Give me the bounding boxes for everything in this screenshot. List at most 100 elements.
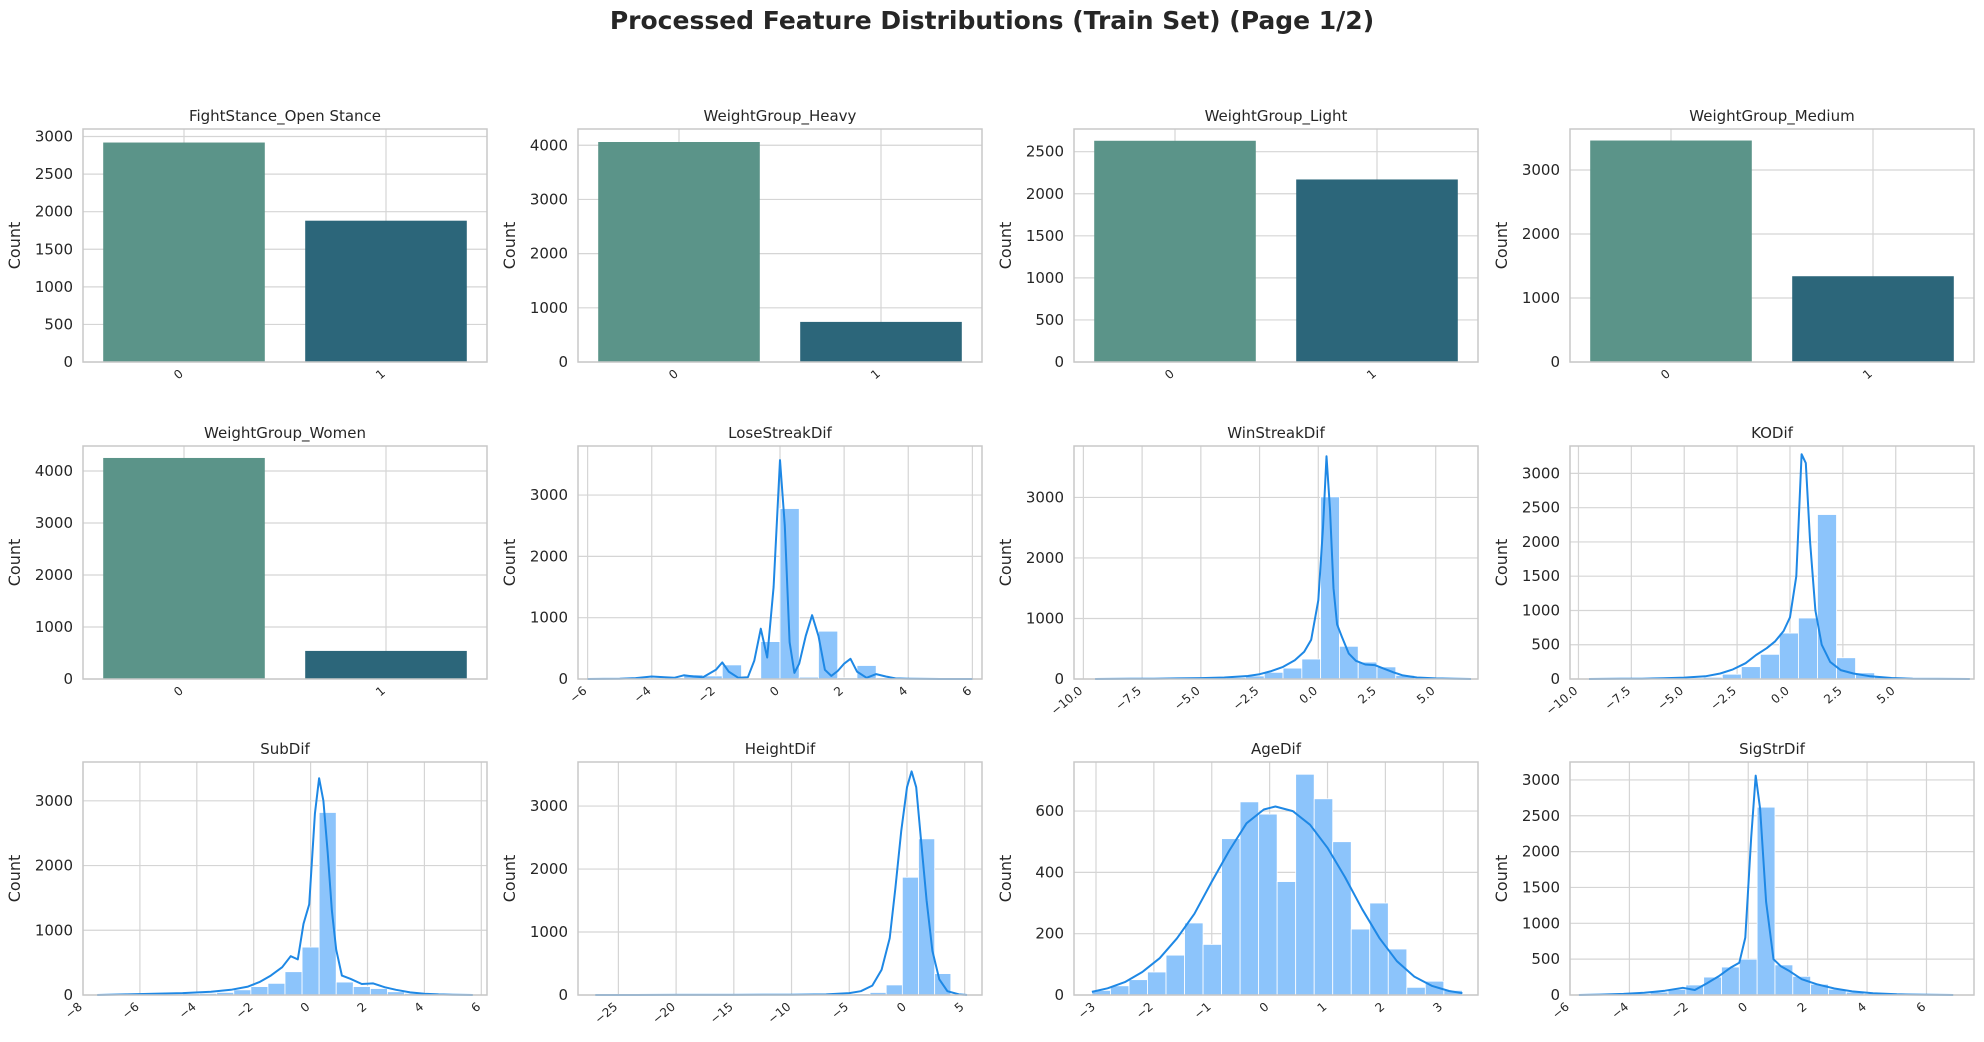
y-tick-label: 1000 xyxy=(1522,601,1560,619)
y-axis-label: Count xyxy=(996,855,1015,903)
y-tick-label: 1000 xyxy=(1522,289,1560,307)
y-tick-label: 1000 xyxy=(1026,269,1064,287)
y-tick-label: 3000 xyxy=(530,190,568,208)
y-tick-label: 2000 xyxy=(1026,185,1064,203)
y-tick-label: 1000 xyxy=(35,278,73,296)
plot-frame xyxy=(577,761,983,996)
bar-0 xyxy=(103,142,265,362)
subplot-1: WeightGroup_Heavy 0 1000 2000 3000 4000 Count 0… xyxy=(500,107,983,382)
y-axis-label: Count xyxy=(1492,222,1511,270)
y-axis-label: Count xyxy=(500,855,519,903)
figure-title: Processed Feature Distributions (Train S… xyxy=(609,6,1375,35)
hist-bin xyxy=(1295,773,1315,996)
y-tick-label: 1000 xyxy=(1026,609,1064,627)
x-tick-label: 1 xyxy=(373,367,388,383)
hist-bin xyxy=(1184,922,1204,996)
y-tick-label: 0 xyxy=(1054,986,1064,1004)
x-tick-label: −2 xyxy=(695,684,718,706)
y-tick-label: 3000 xyxy=(1522,161,1560,179)
kde-curve xyxy=(97,777,473,996)
plot-frame xyxy=(1569,128,1975,363)
subplot-2: WeightGroup_Light 0 500 1000 1500 2000 2500 Cou… xyxy=(996,107,1479,383)
y-tick-label: 1000 xyxy=(35,618,73,636)
hist-bin xyxy=(760,641,781,680)
y-tick-label: 0 xyxy=(1550,670,1560,688)
y-tick-label: 3000 xyxy=(35,792,73,810)
y-tick-label: 2000 xyxy=(35,857,73,875)
x-tick-label: −1 xyxy=(1191,1000,1214,1022)
x-tick-label: 5 xyxy=(952,1000,967,1016)
hist-bin xyxy=(1313,798,1334,996)
y-tick-label: 0 xyxy=(63,986,73,1004)
kde-curve xyxy=(1095,455,1472,680)
x-tick-label: 6 xyxy=(468,1000,483,1016)
x-tick-label: −7.5 xyxy=(1602,684,1633,713)
y-tick-label: 3000 xyxy=(1026,488,1064,506)
subplot-title: WeightGroup_Heavy xyxy=(704,107,857,126)
y-tick-label: 2000 xyxy=(1522,843,1560,861)
hist-bin xyxy=(1301,658,1322,680)
hist-bin xyxy=(1128,979,1148,996)
x-tick-label: 1 xyxy=(1364,367,1379,383)
hist-bin xyxy=(1350,928,1371,996)
x-tick-label: 0 xyxy=(171,367,186,383)
x-tick-label: 5.0 xyxy=(1414,684,1438,707)
bar-0 xyxy=(103,457,265,679)
plot-frame xyxy=(577,128,983,363)
kde-curve xyxy=(1588,453,1970,680)
y-tick-label: 500 xyxy=(44,315,73,333)
y-tick-label: 400 xyxy=(1035,863,1064,881)
x-tick-label: −5 xyxy=(829,1000,852,1022)
y-axis-label: Count xyxy=(1492,539,1511,587)
plot-frame xyxy=(577,445,983,680)
y-axis-label: Count xyxy=(500,222,519,270)
y-tick-label: 2500 xyxy=(1026,143,1064,161)
y-tick-label: 1000 xyxy=(530,609,568,627)
x-tick-label: 6 xyxy=(959,684,974,700)
kde-curve xyxy=(1091,805,1463,995)
plot-frame xyxy=(1073,761,1479,996)
hist-bin xyxy=(352,986,371,996)
subplot-title: WinStreakDif xyxy=(1227,424,1325,442)
y-tick-label: 4000 xyxy=(530,136,568,154)
x-tick-label: 6 xyxy=(1914,1000,1929,1016)
y-tick-label: 2000 xyxy=(1522,533,1560,551)
y-axis-label: Count xyxy=(1492,855,1511,903)
x-tick-label: −6 xyxy=(119,1000,142,1022)
hist-bin xyxy=(1779,632,1799,680)
subplot-9: HeightDif 0 1000 2000 3000 Count −25 −20 −15 −10 −… xyxy=(500,740,983,1027)
x-tick-label: −5.0 xyxy=(1655,684,1686,713)
hist-bin xyxy=(1332,841,1352,996)
y-tick-label: 0 xyxy=(1054,670,1064,688)
y-tick-label: 1500 xyxy=(1522,878,1560,896)
x-tick-label: −15 xyxy=(707,1000,735,1027)
y-axis-label: Count xyxy=(996,539,1015,587)
x-tick-label: 5.0 xyxy=(1874,684,1898,707)
subplot-7: KODif050010001500200025003000Count−10.0−… xyxy=(1492,424,1975,718)
hist-bin xyxy=(369,988,388,996)
hist-bin xyxy=(1369,902,1389,996)
hist-bin xyxy=(1738,958,1758,996)
subplot-4: WeightGroup_Women 0 1000 2000 3000 4000 Count 0… xyxy=(5,424,488,700)
x-tick-label: −2.5 xyxy=(1230,684,1261,713)
x-tick-label: −5.0 xyxy=(1171,684,1202,713)
plot-frame xyxy=(1073,445,1479,680)
bar-1 xyxy=(305,650,467,679)
hist-bin xyxy=(1774,964,1794,996)
x-tick-label: −4 xyxy=(631,684,654,706)
hist-bin xyxy=(284,971,303,996)
hist-bin xyxy=(1282,667,1303,680)
x-tick-label: 1 xyxy=(373,684,388,700)
subplot-title: SigStrDif xyxy=(1739,740,1805,758)
x-tick-label: −4 xyxy=(176,1000,199,1022)
bar-1 xyxy=(800,321,962,362)
y-tick-label: 0 xyxy=(63,353,73,371)
y-tick-label: 0 xyxy=(1054,353,1064,371)
subplot-5: LoseStreakDif 0 1000 2000 3000 Count −6 −4 −2 0 2 4… xyxy=(500,424,983,706)
y-tick-label: 2500 xyxy=(1522,807,1560,825)
hist-bin xyxy=(1221,838,1241,996)
subplot-title: HeightDif xyxy=(745,740,816,758)
